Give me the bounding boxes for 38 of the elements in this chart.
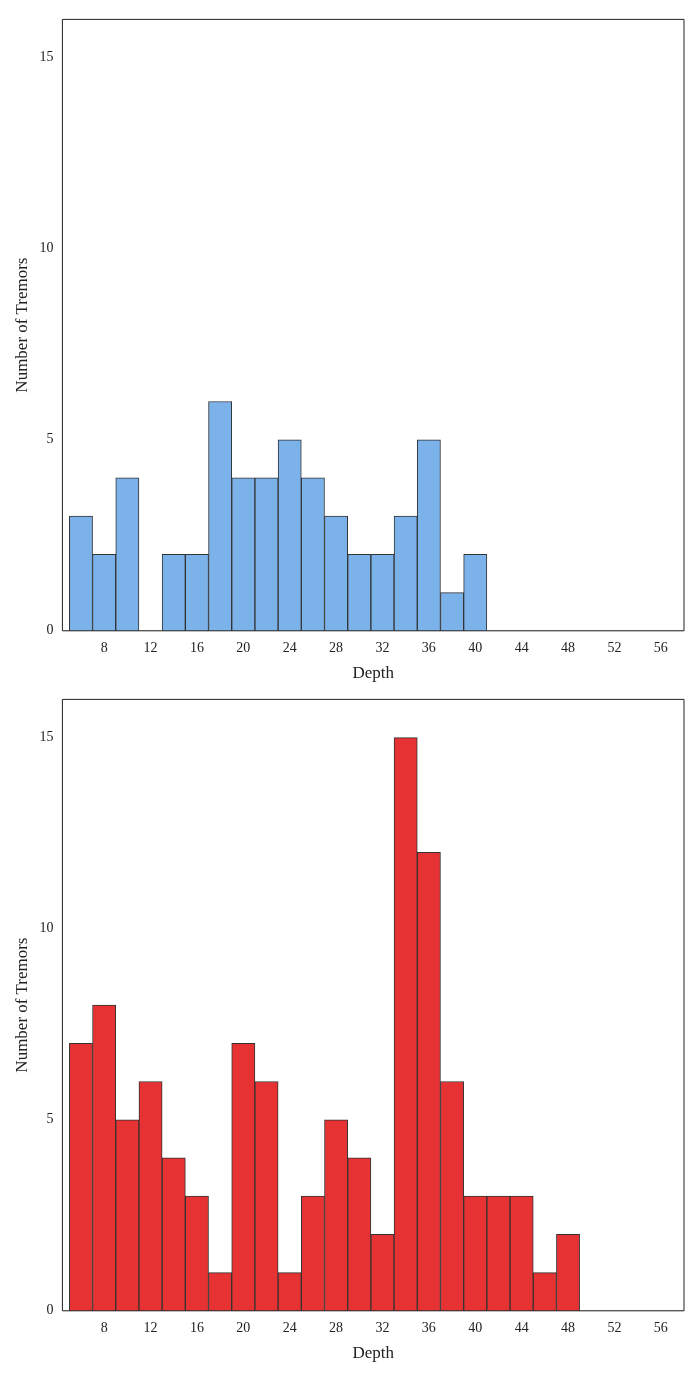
x-tick-label: 20 xyxy=(236,1319,251,1335)
x-tick-label: 28 xyxy=(329,1319,344,1335)
x-tick-label: 36 xyxy=(421,639,436,655)
x-tick-label: 40 xyxy=(468,1319,483,1335)
y-tick-label: 0 xyxy=(46,1302,54,1318)
x-tick-label: 48 xyxy=(561,1319,576,1335)
x-tick-label: 44 xyxy=(514,639,529,655)
x-tick-label: 20 xyxy=(236,639,251,655)
x-tick-label: 56 xyxy=(653,1319,668,1335)
x-tick-label: 32 xyxy=(375,1319,390,1335)
x-tick-label: 48 xyxy=(561,639,576,655)
y-tick-label: 0 xyxy=(46,622,54,638)
x-tick-label: 12 xyxy=(143,639,158,655)
y-tick-label: 5 xyxy=(46,431,54,447)
x-tick-label: 24 xyxy=(282,639,297,655)
y-tick-label: 10 xyxy=(39,920,54,936)
x-tick-label: 28 xyxy=(329,639,344,655)
x-axis-title: Depth xyxy=(352,663,395,683)
y-tick-label: 10 xyxy=(39,240,54,256)
x-axis-title: Depth xyxy=(352,1343,395,1363)
y-axis-title: Number of Tremors xyxy=(11,937,31,1073)
y-tick-label: 15 xyxy=(39,49,54,65)
y-axis-title: Number of Tremors xyxy=(11,257,31,393)
x-tick-label: 32 xyxy=(375,639,390,655)
x-tick-label: 8 xyxy=(100,1319,108,1335)
x-tick-label: 36 xyxy=(421,1319,436,1335)
x-tick-label: 12 xyxy=(143,1319,158,1335)
x-tick-label: 16 xyxy=(189,639,204,655)
x-tick-label: 52 xyxy=(607,1319,622,1335)
x-tick-label: 24 xyxy=(282,1319,297,1335)
x-tick-label: 56 xyxy=(653,639,668,655)
x-tick-label: 52 xyxy=(607,639,622,655)
x-tick-label: 40 xyxy=(468,639,483,655)
x-tick-label: 16 xyxy=(189,1319,204,1335)
x-tick-label: 44 xyxy=(514,1319,529,1335)
x-tick-label: 8 xyxy=(100,639,108,655)
y-tick-label: 15 xyxy=(39,729,54,745)
y-tick-label: 5 xyxy=(46,1111,54,1127)
